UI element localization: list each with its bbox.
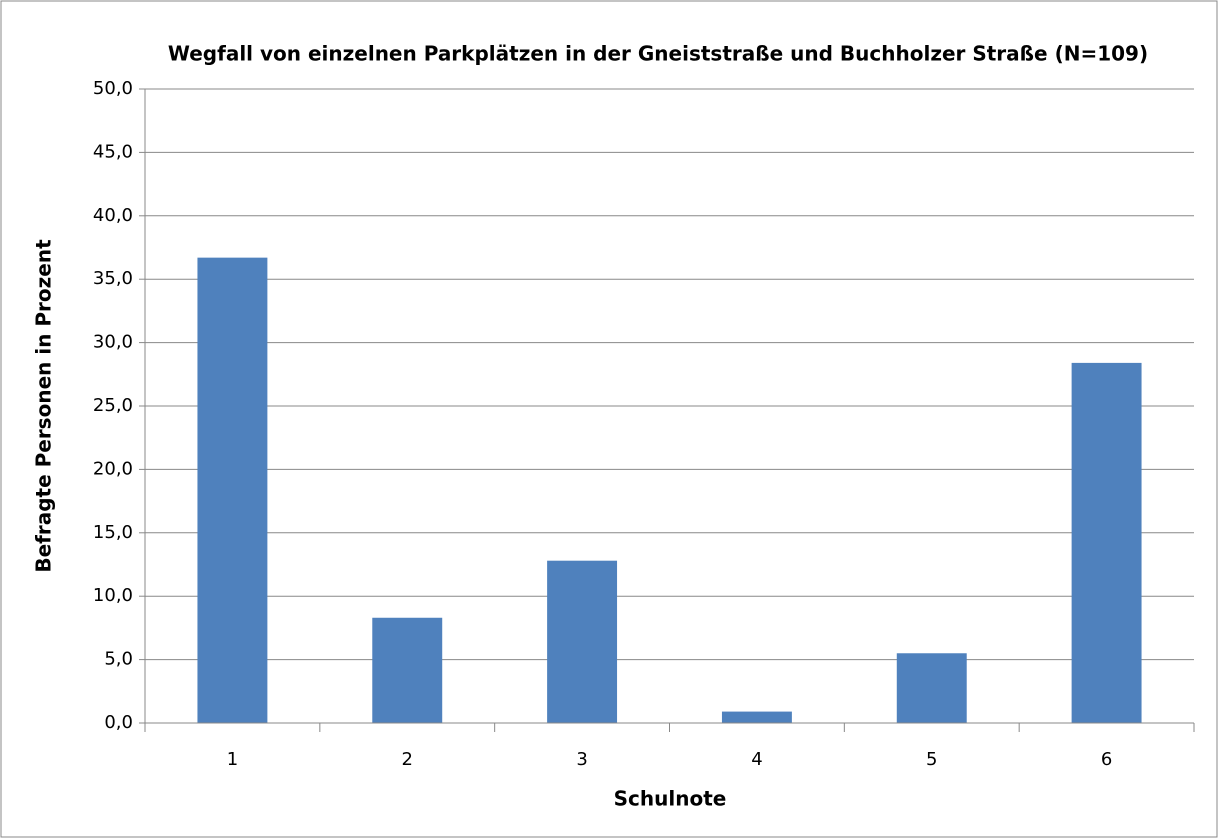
y-tick-label: 25,0 — [93, 395, 133, 416]
y-tick-label: 15,0 — [93, 522, 133, 543]
bar — [547, 560, 618, 723]
bar — [197, 257, 268, 723]
x-axis-label: Schulnote — [614, 787, 727, 811]
x-tick-label: 2 — [402, 749, 413, 770]
bar — [372, 617, 443, 723]
y-tick-label: 20,0 — [93, 458, 133, 479]
x-tick-label: 5 — [926, 749, 937, 770]
y-tick-label: 10,0 — [93, 585, 133, 606]
y-tick-label: 40,0 — [93, 205, 133, 226]
y-tick-label: 0,0 — [104, 712, 133, 733]
y-tick-label: 45,0 — [93, 141, 133, 162]
x-tick-label: 4 — [751, 749, 762, 770]
y-tick-label: 50,0 — [93, 78, 133, 99]
bar — [1071, 362, 1142, 723]
y-tick-label: 5,0 — [104, 649, 133, 670]
x-tick-label: 6 — [1101, 749, 1112, 770]
y-tick-label: 35,0 — [93, 268, 133, 289]
bar — [721, 711, 792, 723]
x-tick-label: 1 — [227, 749, 238, 770]
chart-title: Wegfall von einzelnen Parkplätzen in der… — [168, 42, 1148, 66]
y-axis-label: Befragte Personen in Prozent — [32, 239, 56, 573]
y-tick-label: 30,0 — [93, 332, 133, 353]
x-tick-label: 3 — [576, 749, 587, 770]
bar — [896, 653, 967, 723]
